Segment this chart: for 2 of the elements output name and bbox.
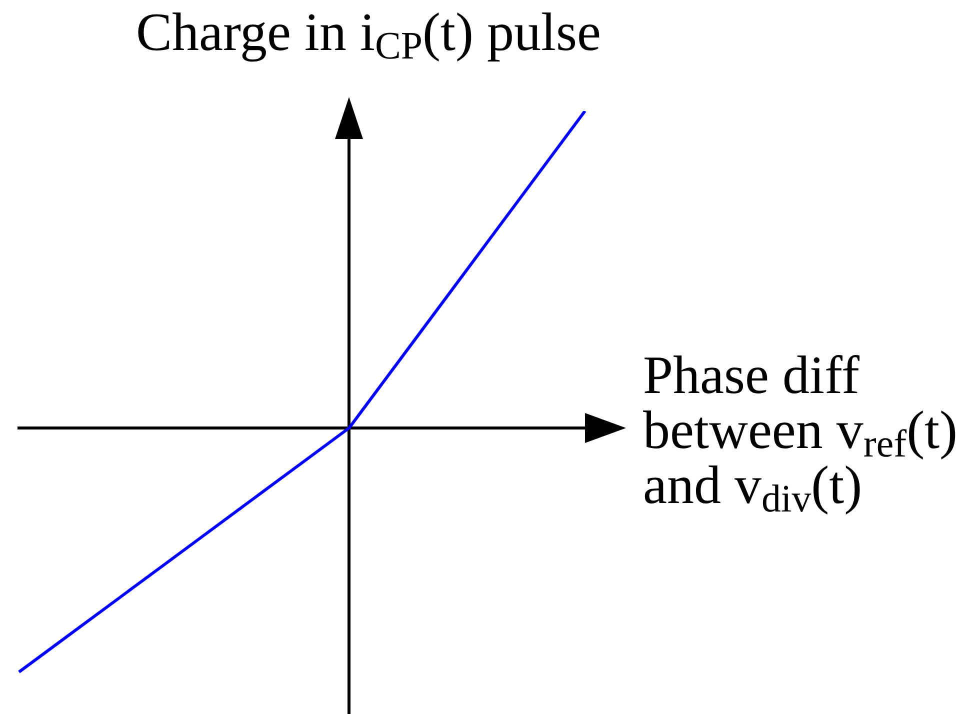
y-axis-title: Charge in i$_{CP}$(t) pulse xyxy=(136,2,601,68)
text: Phase diff between v$_{ref}$(t) and v$_{div}$(t) xyxy=(643,345,958,521)
